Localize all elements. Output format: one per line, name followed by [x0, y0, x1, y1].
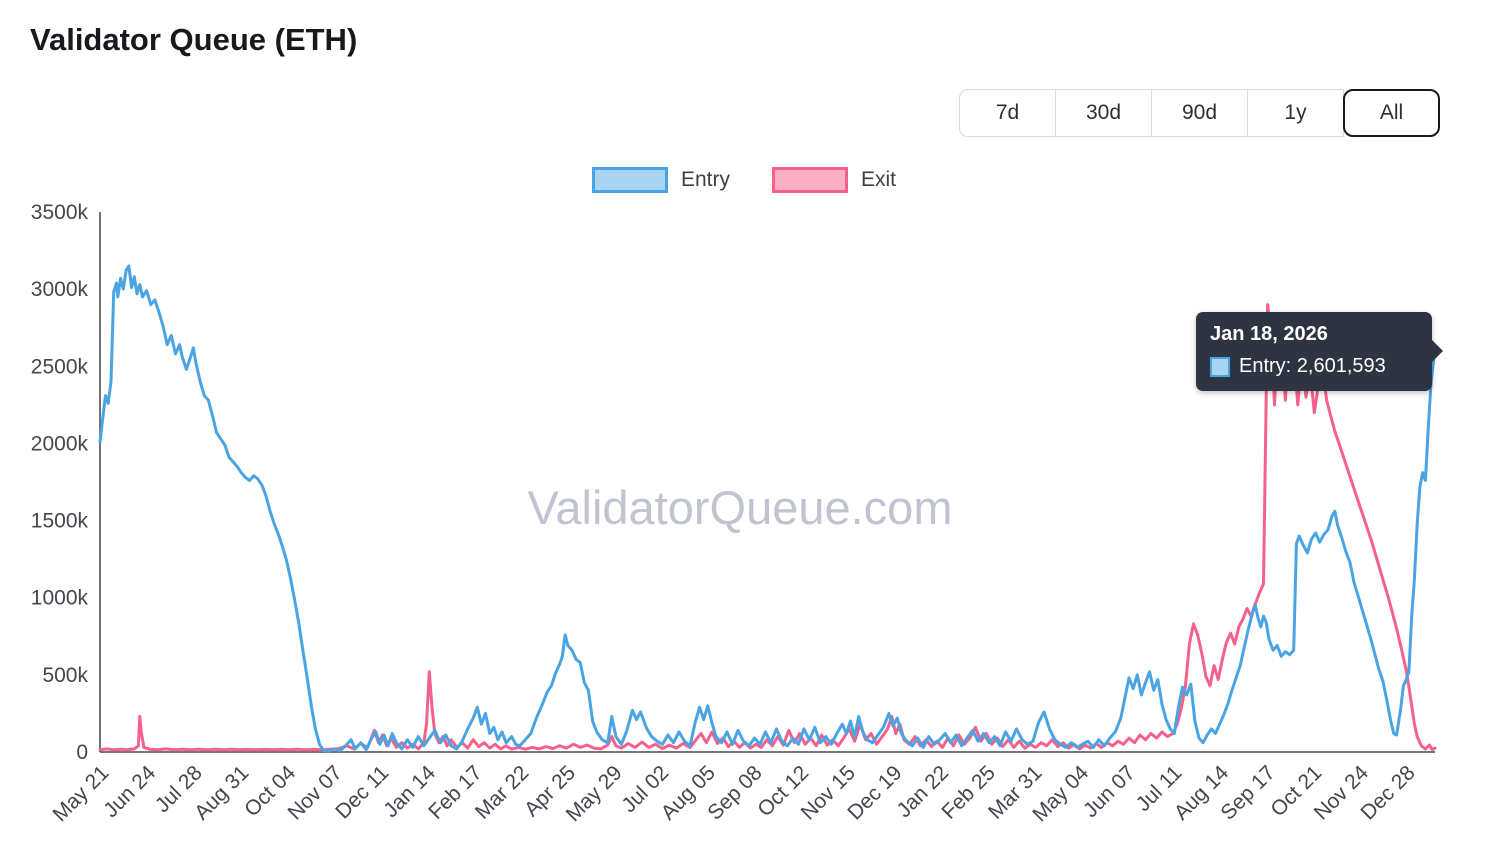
range-button-all[interactable]: All [1343, 89, 1440, 137]
y-tick-label: 1500k [31, 510, 89, 533]
y-tick-label: 0 [76, 741, 88, 764]
x-tick-label: Jun 24 [99, 761, 160, 822]
exit-legend-swatch [772, 167, 848, 193]
entry-line [98, 264, 1437, 753]
range-button-90d[interactable]: 90d [1151, 89, 1248, 137]
x-tick-label: Dec 11 [331, 761, 393, 823]
y-tick-label: 500k [42, 664, 88, 687]
chart-tooltip: Jan 18, 2026 Entry: 2,601,593 [1196, 312, 1443, 391]
range-buttons: 7d 30d 90d 1y All [959, 89, 1440, 137]
y-tick-label: 2000k [31, 432, 89, 455]
y-tick-label: 3500k [31, 201, 89, 224]
page-title: Validator Queue (ETH) [30, 22, 358, 57]
x-tick-label: May 21 [49, 761, 114, 826]
tooltip-row: Entry: 2,601,593 [1210, 355, 1418, 378]
range-button-1y[interactable]: 1y [1247, 89, 1344, 137]
tooltip-value: Entry: 2,601,593 [1239, 355, 1386, 377]
y-tick-label: 3000k [31, 278, 89, 301]
chart-legend: Entry Exit [0, 167, 1488, 193]
x-tick-label: Jun 07 [1079, 761, 1140, 822]
entry-legend-label: Entry [680, 168, 730, 191]
tooltip-caret-icon [1432, 340, 1443, 362]
x-tick-label: Mar 22 [471, 761, 533, 823]
legend-item-entry[interactable]: Entry [591, 167, 730, 193]
entry-legend-swatch [591, 167, 668, 193]
y-tick-label: 2500k [31, 355, 89, 378]
y-tick-label: 1000k [31, 587, 89, 610]
tooltip-date: Jan 18, 2026 [1210, 323, 1328, 345]
tooltip-series-swatch [1210, 356, 1230, 377]
exit-legend-label: Exit [861, 168, 897, 191]
range-button-30d[interactable]: 30d [1055, 89, 1152, 137]
range-button-7d[interactable]: 7d [959, 89, 1056, 137]
watermark: ValidatorQueue.com [528, 481, 953, 534]
legend-item-exit[interactable]: Exit [772, 167, 896, 193]
